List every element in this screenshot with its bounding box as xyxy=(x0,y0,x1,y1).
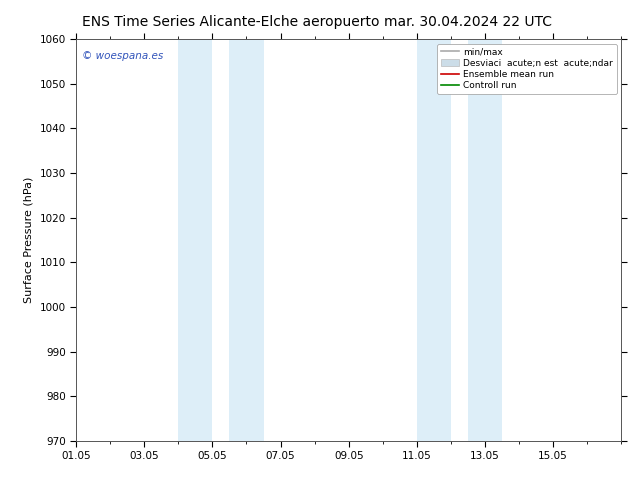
Bar xyxy=(468,39,502,441)
Bar xyxy=(178,39,212,441)
Text: mar. 30.04.2024 22 UTC: mar. 30.04.2024 22 UTC xyxy=(384,15,552,29)
Text: ENS Time Series Alicante-Elche aeropuerto: ENS Time Series Alicante-Elche aeropuert… xyxy=(82,15,380,29)
Text: © woespana.es: © woespana.es xyxy=(82,51,163,61)
Legend: min/max, Desviaci  acute;n est  acute;ndar, Ensemble mean run, Controll run: min/max, Desviaci acute;n est acute;ndar… xyxy=(437,44,617,94)
Y-axis label: Surface Pressure (hPa): Surface Pressure (hPa) xyxy=(24,177,34,303)
Bar xyxy=(417,39,451,441)
Bar xyxy=(230,39,264,441)
